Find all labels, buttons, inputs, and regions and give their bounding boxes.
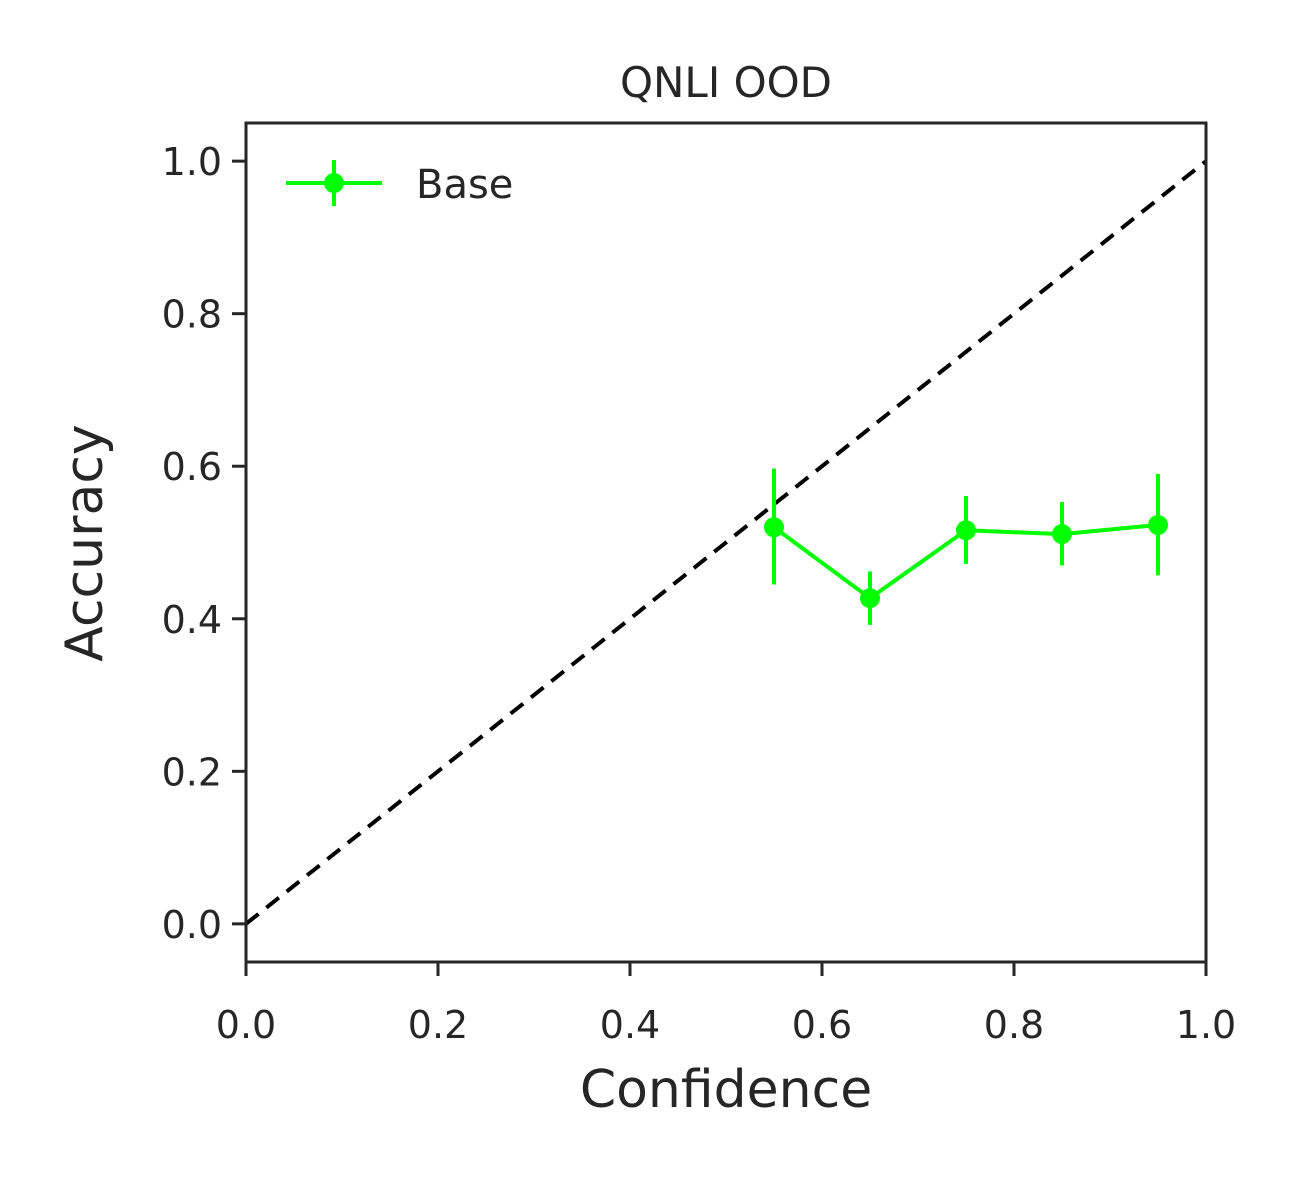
perfect-calibration-line	[244, 159, 1208, 926]
x-tick-label: 0.0	[216, 1003, 276, 1047]
legend: Base	[286, 160, 513, 208]
y-tick-label: 1.0	[162, 140, 222, 184]
x-tick-label: 0.4	[600, 1003, 660, 1047]
y-tick-label: 0.0	[162, 903, 222, 947]
x-tick-label: 1.0	[1176, 1003, 1236, 1047]
legend-label-base: Base	[416, 162, 513, 208]
data-point	[1052, 524, 1072, 545]
y-axis-ticks: 0.0 0.2 0.4 0.6 0.8 1.0	[162, 140, 246, 947]
chart-title: QNLI OOD	[620, 58, 832, 107]
data-point	[956, 520, 976, 541]
y-tick-label: 0.2	[162, 750, 222, 794]
y-axis-label: Accuracy	[55, 424, 115, 661]
y-tick-label: 0.8	[162, 293, 222, 337]
x-tick-label: 0.6	[792, 1003, 852, 1047]
y-tick-label: 0.6	[162, 445, 222, 489]
plot-frame	[244, 121, 1208, 964]
series-layer	[764, 468, 1168, 625]
x-axis-label: Confidence	[580, 1060, 872, 1120]
data-point	[860, 588, 880, 609]
legend-marker	[324, 173, 344, 193]
x-tick-label: 0.2	[408, 1003, 468, 1047]
reference-line-layer	[244, 159, 1208, 926]
data-point	[1148, 514, 1168, 535]
x-axis-ticks: 0.0 0.2 0.4 0.6 0.8 1.0	[216, 962, 1236, 1047]
x-tick-label: 0.8	[984, 1003, 1044, 1047]
data-point	[764, 517, 784, 538]
y-tick-label: 0.4	[162, 598, 222, 642]
